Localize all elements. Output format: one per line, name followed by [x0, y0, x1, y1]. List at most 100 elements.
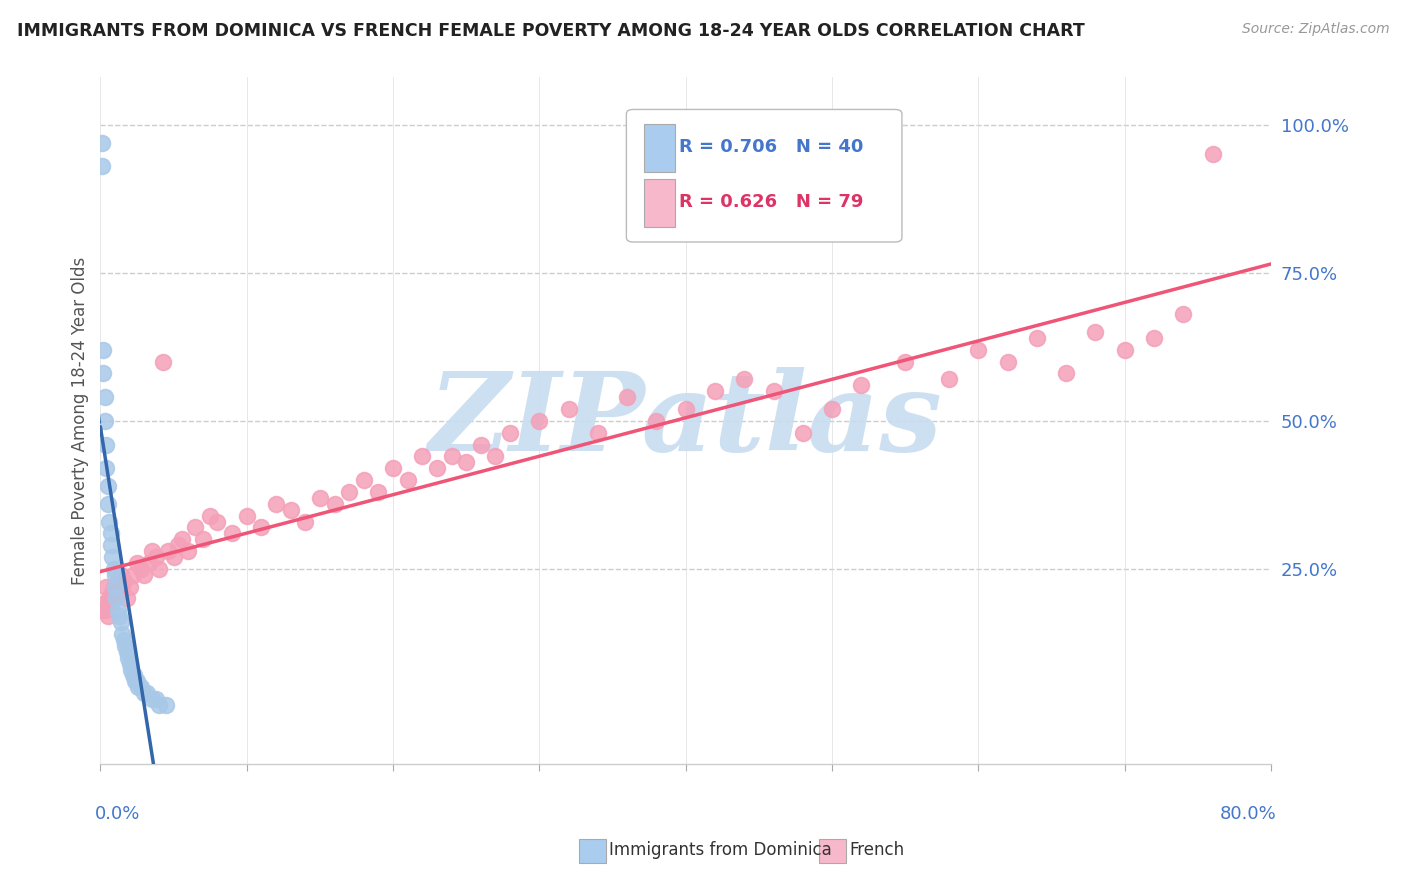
Point [103, 562, 125, 576]
Point [1054, 367, 1077, 381]
Point [440, 450, 463, 464]
Point [97, 497, 120, 511]
Point [110, 567, 132, 582]
Point [456, 455, 478, 469]
Point [97, 479, 120, 493]
Point [103, 580, 125, 594]
Point [134, 567, 156, 582]
Point [96, 461, 118, 475]
Point [111, 580, 134, 594]
Text: 80.0%: 80.0% [1220, 805, 1277, 823]
Point [134, 686, 156, 700]
Point [938, 372, 960, 386]
Point [337, 484, 360, 499]
Point [411, 450, 433, 464]
Point [131, 681, 153, 695]
Point [967, 343, 990, 357]
Text: IMMIGRANTS FROM DOMINICA VS FRENCH FEMALE POVERTY AMONG 18-24 YEAR OLDS CORRELAT: IMMIGRANTS FROM DOMINICA VS FRENCH FEMAL… [17, 22, 1084, 40]
Point [120, 663, 142, 677]
Text: Immigrants from Dominica: Immigrants from Dominica [609, 841, 832, 859]
Point [1026, 331, 1049, 345]
Point [141, 544, 163, 558]
Point [124, 674, 146, 689]
Point [792, 425, 814, 440]
Point [108, 609, 131, 624]
Point [131, 562, 153, 576]
Point [90, 159, 112, 173]
Point [997, 354, 1019, 368]
Point [1143, 331, 1166, 345]
Point [101, 585, 124, 599]
Point [396, 473, 419, 487]
Point [91, 598, 114, 612]
Point [98, 515, 121, 529]
Y-axis label: Female Poverty Among 18-24 Year Olds: Female Poverty Among 18-24 Year Olds [72, 257, 89, 585]
Point [184, 520, 207, 534]
Point [141, 692, 163, 706]
Point [115, 591, 138, 606]
Point [616, 390, 638, 404]
Point [167, 538, 190, 552]
Point [107, 574, 129, 588]
Point [323, 497, 346, 511]
Text: French: French [849, 841, 904, 859]
Point [105, 591, 128, 606]
Text: Source: ZipAtlas.com: Source: ZipAtlas.com [1241, 22, 1389, 37]
Point [96, 580, 118, 594]
Point [125, 556, 148, 570]
Point [367, 484, 389, 499]
Point [484, 450, 506, 464]
Point [104, 567, 127, 582]
Text: R = 0.706   N = 40: R = 0.706 N = 40 [679, 138, 863, 156]
Point [645, 414, 668, 428]
Point [280, 502, 302, 516]
Point [148, 698, 170, 712]
Point [93, 414, 115, 428]
Point [499, 425, 522, 440]
Point [155, 698, 177, 712]
Point [121, 668, 143, 682]
Point [104, 591, 127, 606]
Point [100, 538, 122, 552]
Point [294, 515, 316, 529]
Point [90, 136, 112, 150]
Point [1173, 307, 1195, 321]
Point [138, 556, 160, 570]
Point [115, 645, 138, 659]
Point [96, 437, 118, 451]
Point [198, 508, 221, 523]
Point [235, 508, 257, 523]
Point [156, 544, 179, 558]
Point [353, 473, 375, 487]
Point [91, 367, 114, 381]
Point [382, 461, 405, 475]
Point [733, 372, 755, 386]
Text: R = 0.626   N = 79: R = 0.626 N = 79 [679, 193, 863, 211]
Point [675, 402, 697, 417]
Point [111, 627, 134, 641]
Point [93, 390, 115, 404]
Point [821, 402, 844, 417]
Point [145, 549, 167, 564]
Point [93, 603, 115, 617]
Point [894, 354, 917, 368]
Point [1114, 343, 1136, 357]
Point [250, 520, 273, 534]
Text: 0.0%: 0.0% [94, 805, 139, 823]
Point [309, 491, 332, 505]
Point [112, 632, 135, 647]
Point [557, 402, 579, 417]
Point [114, 639, 136, 653]
Point [97, 609, 120, 624]
Point [470, 437, 492, 451]
Point [851, 378, 873, 392]
Text: ZIPatlas: ZIPatlas [429, 368, 942, 475]
Point [125, 674, 148, 689]
Point [704, 384, 727, 399]
Point [90, 603, 112, 617]
Point [191, 533, 214, 547]
Point [127, 681, 149, 695]
Point [221, 526, 243, 541]
Point [91, 343, 114, 357]
Point [145, 692, 167, 706]
